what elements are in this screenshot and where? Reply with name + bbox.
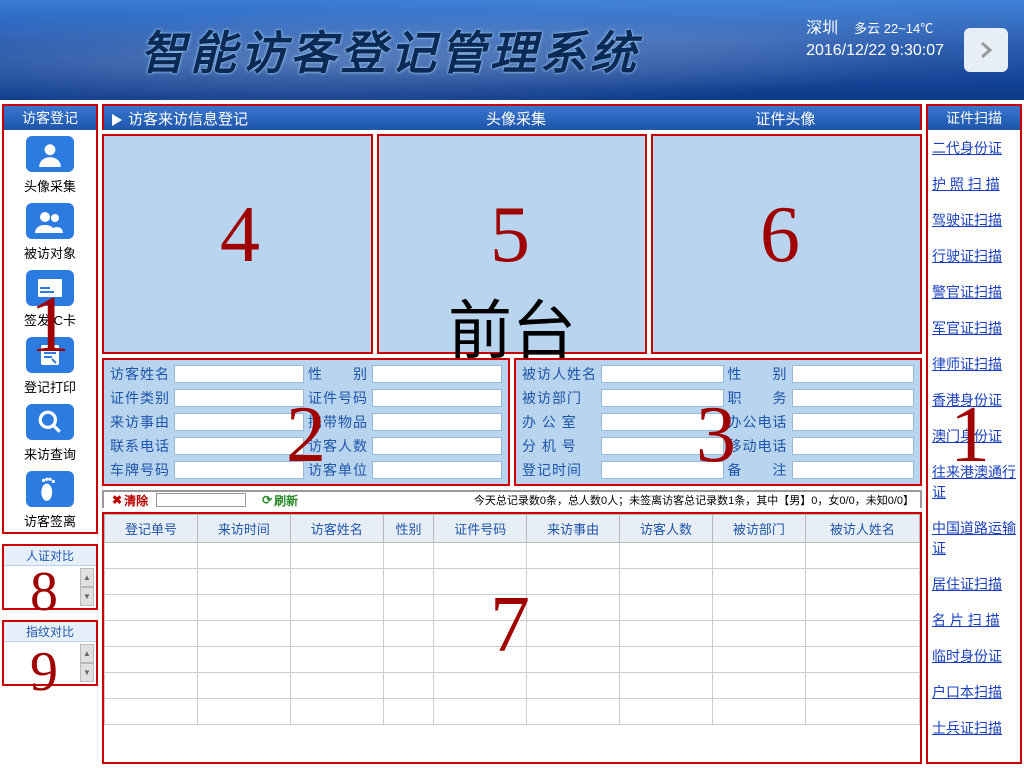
nav-search[interactable]: 来访查询	[4, 398, 96, 465]
table-row[interactable]	[105, 699, 920, 725]
fingerprint-compare-box: 指纹对比 ▲▼	[2, 620, 98, 686]
print-icon	[26, 337, 74, 373]
scan-link[interactable]: 户口本扫描	[928, 674, 1020, 710]
input-field[interactable]	[372, 365, 502, 383]
scan-link[interactable]: 往来港澳通行证	[928, 454, 1020, 510]
capture-pane-3	[651, 134, 922, 354]
tab-idphoto[interactable]: 证件头像	[651, 108, 920, 129]
table-row[interactable]	[105, 569, 920, 595]
id-compare-box: 人证对比 ▲▼	[2, 544, 98, 610]
input-field[interactable]	[792, 437, 915, 455]
people-icon	[26, 203, 74, 239]
nav-foot[interactable]: 访客签离	[4, 465, 96, 532]
capture-pane-1	[102, 134, 373, 354]
input-field[interactable]	[792, 461, 915, 479]
visitor-form: 访客姓名性 别证件类别证件号码来访事由携带物品联系电话访客人数车牌号码访客单位	[102, 358, 510, 486]
nav-people[interactable]: 被访对象	[4, 197, 96, 264]
spinner[interactable]: ▲▼	[80, 644, 94, 682]
filter-input[interactable]	[156, 493, 246, 507]
nav-person[interactable]: 头像采集	[4, 130, 96, 197]
scan-link[interactable]: 士兵证扫描	[928, 710, 1020, 746]
input-field[interactable]	[601, 389, 724, 407]
scan-link[interactable]: 二代身份证	[928, 130, 1020, 166]
input-field[interactable]	[174, 461, 304, 479]
banner: 智能访客登记管理系统 深圳 多云 22~14℃ 2016/12/22 9:30:…	[0, 0, 1024, 100]
scan-link[interactable]: 居住证扫描	[928, 566, 1020, 602]
scan-nav: 证件扫描 二代身份证护 照 扫 描驾驶证扫描行驶证扫描警官证扫描军官证扫描律师证…	[926, 104, 1022, 764]
input-field[interactable]	[372, 413, 502, 431]
scan-link[interactable]: 名 片 扫 描	[928, 602, 1020, 638]
nav-print[interactable]: 登记打印	[4, 331, 96, 398]
table-row[interactable]	[105, 543, 920, 569]
input-field[interactable]	[372, 461, 502, 479]
input-field[interactable]	[792, 413, 915, 431]
input-field[interactable]	[601, 365, 724, 383]
scan-link[interactable]: 中国道路运输证	[928, 510, 1020, 566]
tab-capture[interactable]: 头像采集	[381, 108, 650, 129]
input-field[interactable]	[174, 437, 304, 455]
input-field[interactable]	[174, 365, 304, 383]
scan-link[interactable]: 军官证扫描	[928, 310, 1020, 346]
scan-link[interactable]: 临时身份证	[928, 638, 1020, 674]
person-icon	[26, 136, 74, 172]
scan-link[interactable]: 警官证扫描	[928, 274, 1020, 310]
clear-button[interactable]: ✖清除	[104, 492, 156, 509]
table-row[interactable]	[105, 647, 920, 673]
nav-card[interactable]: 签发IC卡	[4, 264, 96, 331]
card-icon	[26, 270, 74, 306]
input-field[interactable]	[372, 389, 502, 407]
scan-link[interactable]: 行驶证扫描	[928, 238, 1020, 274]
host-form: 被访人姓名性 别被访部门职 务办 公 室办公电话分 机 号移动电话登记时间备 注	[514, 358, 922, 486]
table-row[interactable]	[105, 673, 920, 699]
table-row[interactable]	[105, 621, 920, 647]
table-row[interactable]	[105, 595, 920, 621]
tab-register[interactable]: 访客来访信息登记	[104, 108, 381, 129]
input-field[interactable]	[792, 389, 915, 407]
records-table: 登记单号来访时间访客姓名性别证件号码来访事由访客人数被访部门被访人姓名	[102, 512, 922, 764]
banner-info: 深圳 多云 22~14℃ 2016/12/22 9:30:07	[806, 18, 944, 63]
scan-link[interactable]: 香港身份证	[928, 382, 1020, 418]
refresh-button[interactable]: ⟳刷新	[254, 492, 306, 509]
search-icon	[26, 404, 74, 440]
scan-link[interactable]: 律师证扫描	[928, 346, 1020, 382]
stat-text: 今天总记录数0条，总人数0人；未签离访客总记录数1条，其中【男】0，女0/0，未…	[306, 492, 920, 508]
app-title: 智能访客登记管理系统	[140, 17, 640, 83]
scan-link[interactable]: 护 照 扫 描	[928, 166, 1020, 202]
left-header: 访客登记	[4, 106, 96, 130]
input-field[interactable]	[372, 437, 502, 455]
input-field[interactable]	[174, 389, 304, 407]
scan-link[interactable]: 驾驶证扫描	[928, 202, 1020, 238]
input-field[interactable]	[601, 437, 724, 455]
next-button[interactable]	[964, 28, 1008, 72]
spinner[interactable]: ▲▼	[80, 568, 94, 606]
foot-icon	[26, 471, 74, 507]
left-nav: 访客登记 头像采集被访对象签发IC卡登记打印来访查询访客签离	[2, 104, 98, 534]
input-field[interactable]	[792, 365, 915, 383]
input-field[interactable]	[174, 413, 304, 431]
tabs: 访客来访信息登记 头像采集 证件头像	[102, 104, 922, 130]
list-toolbar: ✖清除 ⟳刷新 今天总记录数0条，总人数0人；未签离访客总记录数1条，其中【男】…	[102, 490, 922, 508]
input-field[interactable]	[601, 413, 724, 431]
input-field[interactable]	[601, 461, 724, 479]
capture-pane-2	[377, 134, 648, 354]
right-header: 证件扫描	[928, 106, 1020, 130]
scan-link[interactable]: 澳门身份证	[928, 418, 1020, 454]
